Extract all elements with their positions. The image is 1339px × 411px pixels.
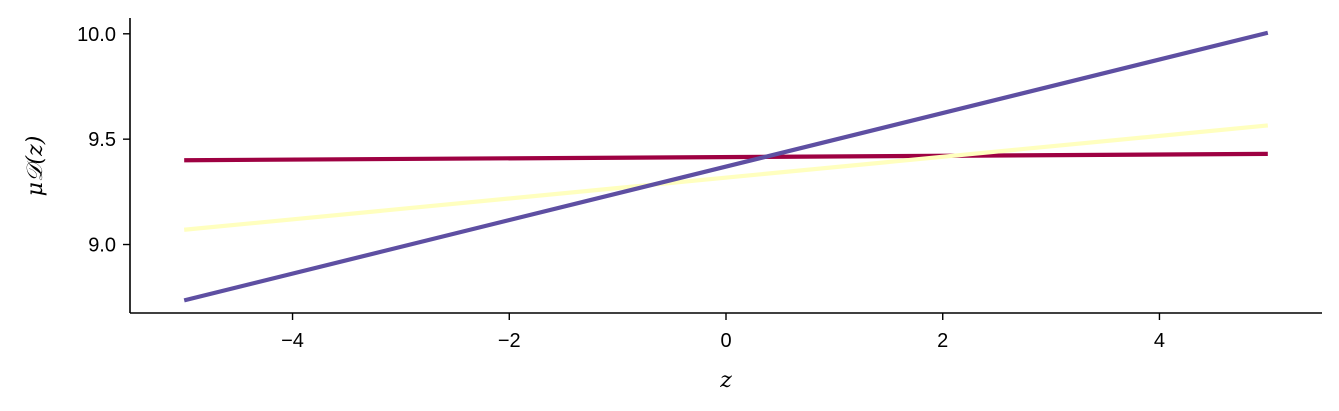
x-tick-label: 2: [937, 330, 948, 352]
x-tick-label: 0: [720, 330, 731, 352]
y-ticks: 9.0 9.5 10.0: [77, 24, 130, 257]
x-tick-label: −4: [281, 330, 304, 352]
series-line-3: [183, 30, 1269, 303]
x-tick-label: 4: [1154, 330, 1165, 352]
series-group: [183, 30, 1269, 303]
x-tick-label: −2: [498, 330, 521, 352]
y-tick-label: 10.0: [77, 24, 116, 46]
y-axis-label: μ𝒟(z): [23, 136, 48, 197]
y-tick-label: 9.0: [88, 235, 116, 257]
series-line-2: [183, 123, 1269, 232]
y-tick-label: 9.5: [88, 129, 116, 151]
x-ticks: −4 −2 0 2 4: [281, 313, 1165, 352]
series-line-1: [184, 151, 1268, 163]
x-axis-label: z: [719, 368, 732, 393]
